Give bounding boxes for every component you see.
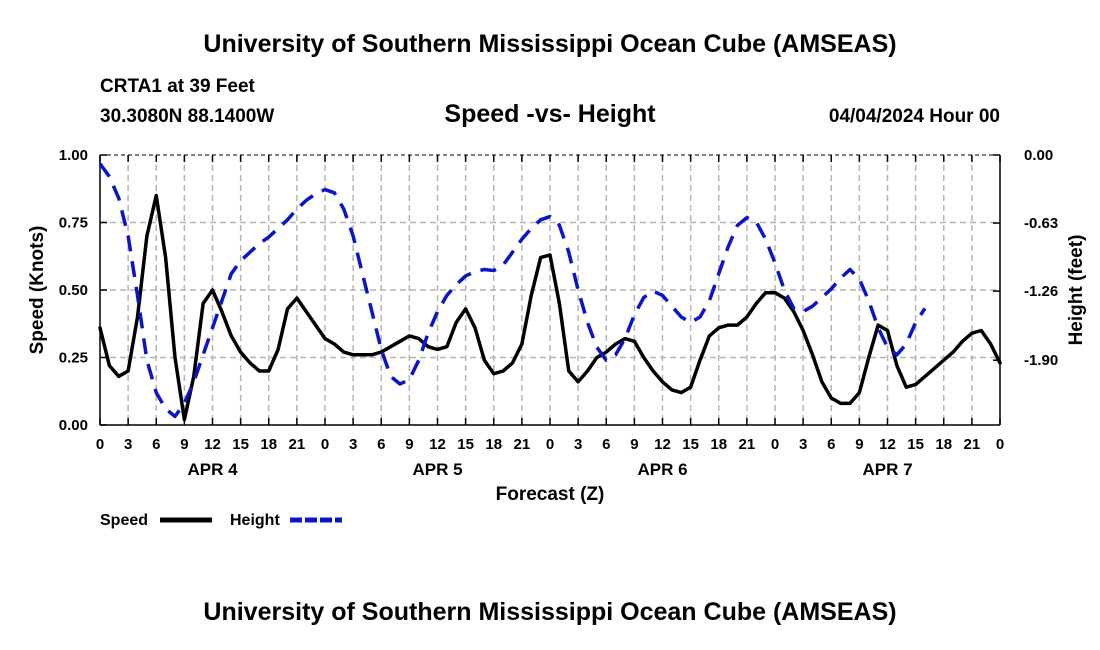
y2-tick-label: -0.63 [1024,215,1058,232]
x-tick-label: 18 [260,436,277,453]
x-tick-label: 9 [855,436,863,453]
x-tick-label: 15 [232,436,249,453]
x-tick-label: 12 [429,436,446,453]
height-series-line [98,162,927,419]
x-tick-label: 6 [152,436,160,453]
day-label: APR 5 [412,460,462,479]
x-tick-label: 21 [739,436,756,453]
y2-axis-title: Height (feet) [1066,235,1087,346]
x-tick-label: 18 [485,436,502,453]
x-tick-label: 12 [654,436,671,453]
x-tick-label: 21 [964,436,981,453]
day-label: APR 4 [187,460,238,479]
x-tick-label: 6 [602,436,610,453]
y-tick-label: 0.75 [59,215,88,232]
x-tick-label: 21 [514,436,531,453]
grid [100,154,1000,425]
y2-tick-label: 0.00 [1024,147,1053,164]
x-tick-label: 15 [457,436,474,453]
speed-series-line [98,193,1002,422]
station-coordinates: 30.3080N 88.1400W [100,106,275,127]
y-tick-label: 1.00 [59,147,88,164]
x-tick-label: 9 [630,436,638,453]
y-tick-label: 0.00 [59,417,88,434]
main-title: University of Southern Mississippi Ocean… [203,30,897,58]
x-tick-label: 3 [124,436,132,453]
x-tick-label: 18 [935,436,952,453]
x-tick-label: 6 [827,436,835,453]
footer-title: University of Southern Mississippi Ocean… [203,598,897,626]
x-tick-label: 12 [879,436,896,453]
y2-tick-label: -1.90 [1024,352,1058,369]
y-tick-label: 0.25 [59,350,88,367]
x-tick-label: 3 [574,436,582,453]
x-tick-label: 21 [289,436,306,453]
x-tick-label: 12 [204,436,221,453]
y2-tick-label: -1.26 [1024,283,1058,300]
legend: Speed Height [100,512,342,529]
x-tick-label: 0 [996,436,1004,453]
x-tick-label: 0 [546,436,554,453]
height-legend-label: Height [230,512,280,529]
x-tick-label: 9 [180,436,188,453]
x-tick-label: 0 [321,436,329,453]
forecast-date: 04/04/2024 Hour 00 [828,106,1000,127]
speed-legend-label: Speed [100,512,148,529]
series [98,162,1002,422]
x-tick-label: 3 [799,436,807,453]
x-tick-label: 0 [96,436,104,453]
axes: 0 3 6 9 12 15 18 21 0 3 6 9 12 15 18 21 0 3 6 9 12 15 18 21 0 3 6 9… [27,147,1087,505]
x-axis-title: Forecast (Z) [496,484,605,505]
day-label: APR 7 [862,460,912,479]
y-axis-title: Speed (Knots) [27,226,48,355]
chart-title: Speed -vs- Height [444,100,656,128]
station-label: CRTA1 at 39 Feet [100,76,255,97]
x-tick-label: 0 [771,436,779,453]
x-tick-label: 18 [710,436,727,453]
x-tick-label: 3 [349,436,357,453]
x-tick-label: 9 [405,436,413,453]
x-tick-label: 15 [907,436,924,453]
x-tick-label: 15 [682,436,699,453]
day-label: APR 6 [637,460,687,479]
x-tick-label: 6 [377,436,385,453]
y-tick-label: 0.50 [59,282,88,299]
